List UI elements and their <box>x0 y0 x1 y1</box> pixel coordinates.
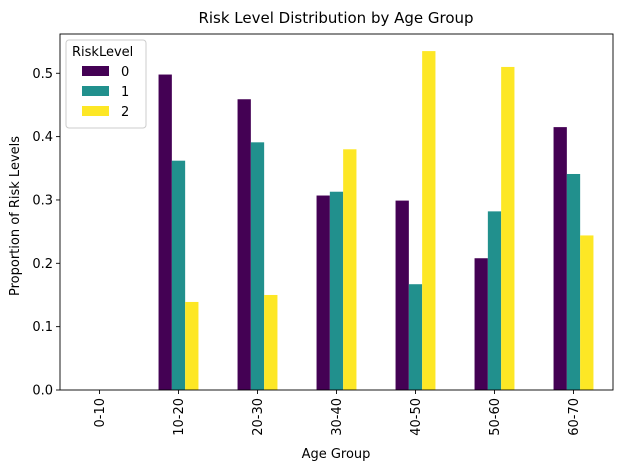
x-tick-label: 40-50 <box>409 398 424 436</box>
chart-title: Risk Level Distribution by Age Group <box>198 9 473 27</box>
legend-label-0: 0 <box>121 65 129 80</box>
bar-30-40-risk-2 <box>343 149 357 390</box>
bar-50-60-risk-1 <box>487 211 502 390</box>
bar-60-70-risk-0 <box>553 127 567 391</box>
x-tick-label: 50-60 <box>488 398 503 436</box>
bar-60-70-risk-2 <box>580 235 594 390</box>
bar-40-50-risk-1 <box>408 284 423 390</box>
x-tick-label: 20-30 <box>251 398 266 436</box>
y-tick-label: 0.5 <box>32 67 53 82</box>
bar-50-60-risk-2 <box>501 66 515 390</box>
bar-10-20-risk-2 <box>185 301 199 390</box>
x-tick-label: 60-70 <box>567 398 582 436</box>
bar-10-20-risk-0 <box>158 74 172 390</box>
y-tick-label: 0.4 <box>32 130 53 145</box>
legend-label-1: 1 <box>121 85 129 100</box>
bar-30-40-risk-1 <box>329 191 344 390</box>
y-tick-label: 0.2 <box>32 257 53 272</box>
bar-40-50-risk-2 <box>422 51 436 390</box>
legend: RiskLevel 0 1 2 <box>65 39 147 129</box>
legend-swatch-0 <box>82 66 109 76</box>
legend-label-2: 2 <box>121 105 129 120</box>
x-tick-label: 10-20 <box>172 398 187 436</box>
y-axis-title: Proportion of Risk Levels <box>8 136 23 296</box>
bar-20-30-risk-1 <box>250 142 265 390</box>
bar-20-30-risk-2 <box>264 294 278 390</box>
x-tick-label: 0-10 <box>93 398 108 428</box>
bar-60-70-risk-1 <box>566 173 581 390</box>
x-axis-title: Age Group <box>302 447 371 462</box>
legend-title: RiskLevel <box>72 45 133 60</box>
legend-swatch-1 <box>82 86 109 96</box>
bar-40-50-risk-0 <box>395 200 409 390</box>
legend-swatch-2 <box>82 106 109 116</box>
x-tick-label: 30-40 <box>330 398 345 436</box>
bar-30-40-risk-0 <box>316 195 330 390</box>
y-tick-label: 0.1 <box>32 320 53 335</box>
plot-area: 0.0 0.1 0.2 0.3 0.4 0.5 0-10 10-20 20-30 30-40 40-… <box>32 33 614 436</box>
bar-10-20-risk-1 <box>171 160 186 390</box>
y-tick-label: 0.3 <box>32 193 53 208</box>
bar-20-30-risk-0 <box>237 99 251 390</box>
y-tick-label: 0.0 <box>32 384 53 399</box>
bar-50-60-risk-0 <box>474 258 488 390</box>
